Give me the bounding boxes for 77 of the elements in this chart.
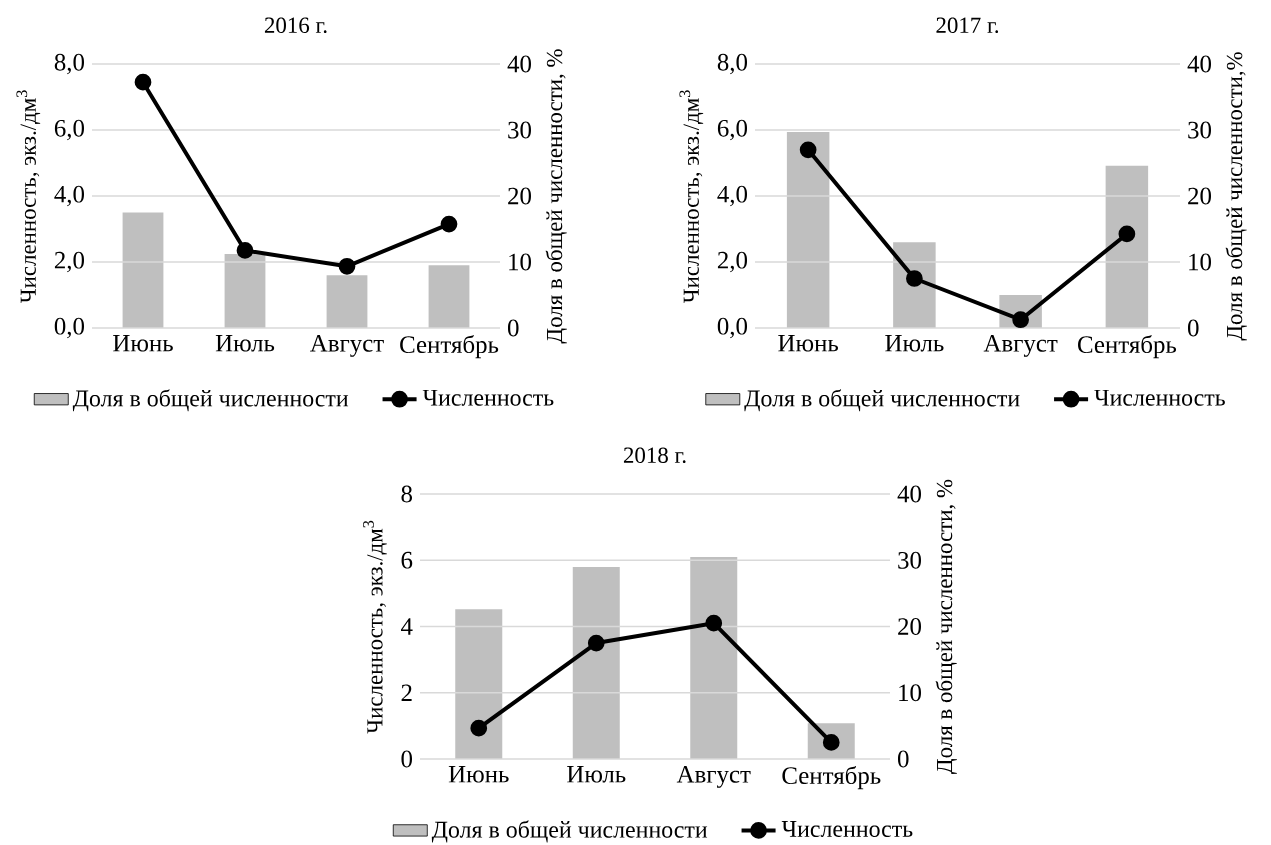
chart-title: 2016 г. [264,17,327,34]
y-tick-label: 4 [401,618,413,635]
x-tick-label: Сентябрь [400,335,499,359]
x-tick-label: Июнь [113,335,173,352]
y2-tick-label: 40 [507,55,531,73]
y-tick-label: 2 [401,684,412,701]
y-tick-label: 2,0 [54,251,85,273]
y2-tick-label: 0 [1187,319,1199,337]
y-tick-label: 6,0 [717,119,748,141]
point [134,73,152,91]
bar [455,609,503,759]
legend-label: Численность [781,821,913,837]
y-tick-label: 8 [401,485,413,503]
y2-tick-label: 20 [898,618,921,635]
y2-tick-label: 10 [509,253,531,271]
y-axis-title: Численность, экз./дм$^{3}$ [16,90,41,304]
x-tick-label: Август [676,766,751,788]
y-tick-label: 8,0 [54,53,85,75]
legend-label: Численность [422,389,554,406]
point [440,215,458,233]
x-tick-label: Июнь [448,766,509,783]
chart-title: 2018 г. [623,447,686,464]
y2-tick-label: 10 [899,684,921,702]
y-tick-label: 6,0 [54,119,85,141]
y-tick-label: 6 [401,551,413,569]
y2-tick-label: 30 [508,121,531,139]
legend-label: Численность [1094,389,1225,406]
point [338,257,356,275]
y2-axis-title: Доля в общей численности, % [545,49,567,344]
y-tick-label: 0 [401,750,413,768]
point [587,634,605,652]
x-tick-label: Июль [567,766,626,783]
legend-label: Доля в общей численности [431,820,708,843]
point [1118,225,1136,243]
y-tick-label: 0,0 [54,317,85,339]
y-axis-title: Численность, экз./дм$^{3}$ [679,90,704,304]
x-tick-label: Июнь [778,335,838,352]
x-tick-label: Июль [885,335,944,352]
bar [786,131,830,328]
y-axis-title: Численность, экз./дм$^{3}$ [363,520,387,734]
x-tick-label: Август [983,335,1058,357]
point [236,242,254,259]
y2-tick-label: 40 [897,485,921,503]
bar [572,566,620,759]
y-tick-label: 8,0 [717,53,748,75]
y-tick-label: 0,0 [717,317,748,339]
x-tick-label: Июль [215,335,275,352]
y2-tick-label: 30 [898,551,921,569]
bar [224,254,266,328]
x-tick-label: Сентябрь [1078,335,1177,359]
x-tick-label: Сентябрь [782,766,881,790]
y2-tick-label: 0 [897,750,909,768]
y2-tick-label: 20 [508,187,531,205]
y2-tick-label: 10 [1189,253,1211,271]
y-tick-label: 4,0 [717,185,748,207]
y-tick-label: 2,0 [717,251,748,273]
bar [122,212,164,328]
bar [893,242,936,328]
legend-label: Доля в общей численности [744,389,1020,412]
y2-axis-title: Доля в общей численности,% [1225,52,1247,341]
bar [428,265,470,328]
y-tick-label: 4,0 [54,185,85,207]
y2-tick-label: 30 [1188,121,1211,139]
point [799,141,817,159]
point [470,719,488,737]
y2-tick-label: 0 [507,319,519,337]
x-tick-label: Август [310,335,384,357]
legend-label: Доля в общей численности [72,389,349,412]
y2-tick-label: 40 [1187,55,1211,73]
point [705,614,723,632]
bar [326,275,368,328]
bar [1105,165,1149,328]
bar [690,556,738,759]
point [906,270,923,287]
chart-title: 2017 г. [936,17,999,34]
y2-tick-label: 20 [1188,187,1211,205]
y2-axis-title: Доля в общей численности, % [935,479,957,774]
